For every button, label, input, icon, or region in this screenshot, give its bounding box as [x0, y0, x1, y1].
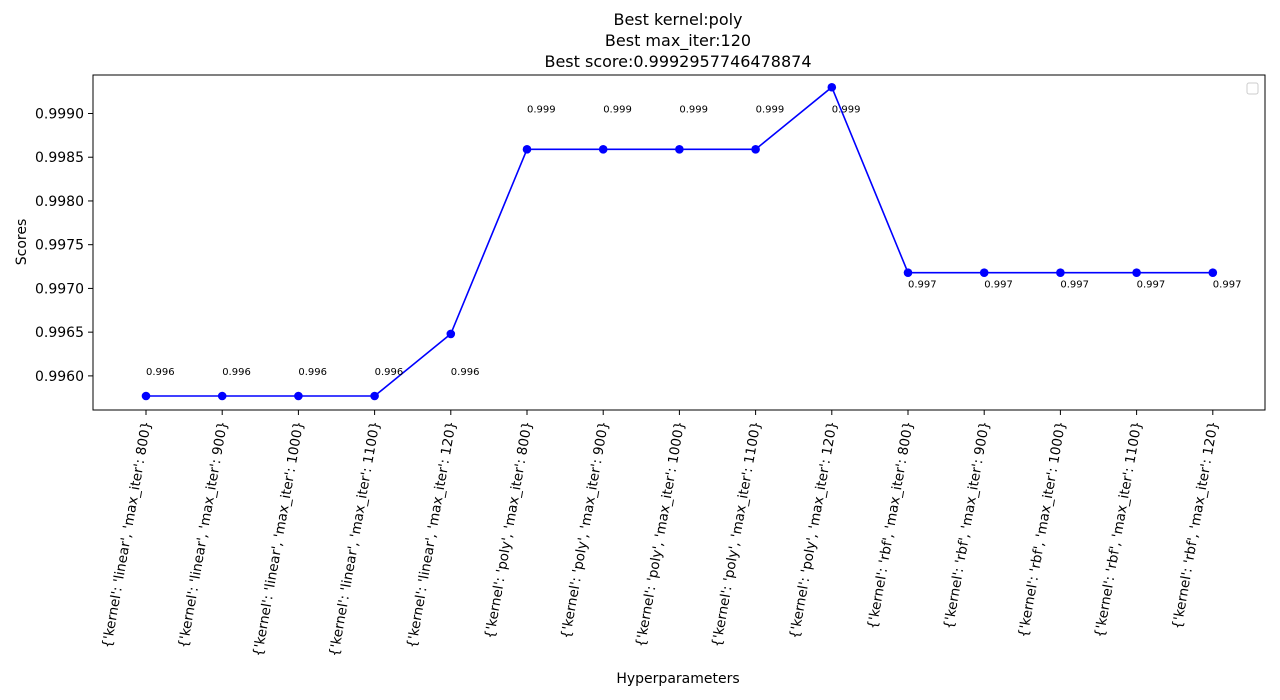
data-point-12 — [1056, 268, 1065, 277]
x-tick-label-14: {'kernel': 'rbf', 'max_iter': 120} — [1169, 420, 1221, 631]
x-tick-label-0: {'kernel': 'linear', 'max_iter': 800} — [99, 420, 155, 650]
x-axis: {'kernel': 'linear', 'max_iter': 800} {'k… — [99, 410, 1222, 658]
data-label-3: 0.996 — [375, 367, 404, 378]
x-tick-label-7: {'kernel': 'poly', 'max_iter': 1000} — [633, 420, 689, 649]
data-labels: 0.996 0.996 0.996 0.996 0.996 0.999 0.999 0.999… — [146, 104, 1241, 377]
data-point-8 — [751, 145, 760, 154]
plot-area-frame — [92, 74, 1266, 411]
data-label-4: 0.996 — [451, 367, 480, 378]
data-point-2 — [294, 391, 303, 401]
x-tick-label-5: {'kernel': 'poly', 'max_iter': 800} — [482, 420, 536, 640]
x-tick-label-2: {'kernel': 'linear', 'max_iter': 1000} — [250, 420, 307, 658]
data-point-14 — [1208, 268, 1218, 277]
data-label-6: 0.999 — [603, 104, 632, 115]
x-tick-label-1: {'kernel': 'linear', 'max_iter': 900} — [175, 420, 231, 650]
data-point-5 — [522, 145, 532, 154]
data-label-0: 0.996 — [146, 367, 175, 378]
data-label-5: 0.999 — [527, 104, 556, 115]
x-tick-label-13: {'kernel': 'rbf', 'max_iter': 1100} — [1092, 420, 1146, 639]
data-point-3 — [370, 391, 379, 401]
data-point-9 — [827, 82, 837, 92]
y-axis-label: Scores — [14, 219, 30, 266]
data-label-2: 0.996 — [298, 367, 327, 378]
data-point-0 — [141, 391, 151, 401]
data-point-6 — [598, 145, 608, 154]
chart-title: Best kernel:poly Best max_iter:120 Best … — [544, 10, 811, 71]
x-tick-label-3: {'kernel': 'linear', 'max_iter': 1100} — [326, 420, 383, 658]
data-label-10: 0.997 — [908, 279, 937, 290]
data-point-10 — [903, 268, 913, 277]
x-tick-label-9: {'kernel': 'poly', 'max_iter': 120} — [787, 420, 841, 640]
legend-box — [1246, 82, 1259, 95]
data-point-1 — [217, 391, 227, 401]
y-tick-label-6: 0.9990 — [35, 106, 84, 122]
data-label-12: 0.997 — [1060, 279, 1089, 290]
title-line-2: Best max_iter:120 — [605, 31, 751, 51]
data-label-7: 0.999 — [679, 104, 708, 115]
x-tick-label-8: {'kernel': 'poly', 'max_iter': 1100} — [709, 420, 765, 649]
data-point-7 — [675, 145, 684, 154]
x-tick-label-11: {'kernel': 'rbf', 'max_iter': 900} — [941, 420, 993, 631]
x-tick-label-6: {'kernel': 'poly', 'max_iter': 900} — [558, 420, 612, 640]
title-line-1: Best kernel:poly — [613, 10, 742, 29]
data-point-13 — [1132, 268, 1141, 277]
data-label-9: 0.999 — [832, 104, 861, 115]
title-line-3: Best score:0.9992957746478874 — [544, 52, 811, 71]
data-label-11: 0.997 — [984, 279, 1013, 290]
y-tick-label-3: 0.9975 — [35, 238, 84, 254]
data-label-13: 0.997 — [1137, 279, 1166, 290]
series-line — [146, 85, 1213, 397]
x-tick-label-4: {'kernel': 'linear', 'max_iter': 120} — [404, 420, 460, 650]
y-tick-label-4: 0.9980 — [35, 194, 84, 210]
y-tick-label-5: 0.9985 — [35, 150, 84, 166]
y-axis: 0.9960 0.9965 0.9970 0.9975 0.9980 0.9985 0.99… — [35, 106, 93, 385]
y-tick-label-1: 0.9965 — [35, 325, 84, 341]
y-tick-label-2: 0.9970 — [35, 281, 84, 297]
data-label-14: 0.997 — [1213, 279, 1242, 290]
x-tick-label-12: {'kernel': 'rbf', 'max_iter': 1000} — [1015, 420, 1069, 639]
data-label-1: 0.996 — [222, 367, 251, 378]
data-label-8: 0.999 — [756, 104, 785, 115]
series-scores — [141, 82, 1218, 401]
x-axis-label: Hyperparameters — [616, 671, 739, 687]
x-tick-label-10: {'kernel': 'rbf', 'max_iter': 800} — [865, 420, 917, 631]
y-tick-label-0: 0.9960 — [35, 369, 84, 385]
data-point-11 — [979, 268, 989, 277]
data-point-4 — [446, 329, 456, 339]
